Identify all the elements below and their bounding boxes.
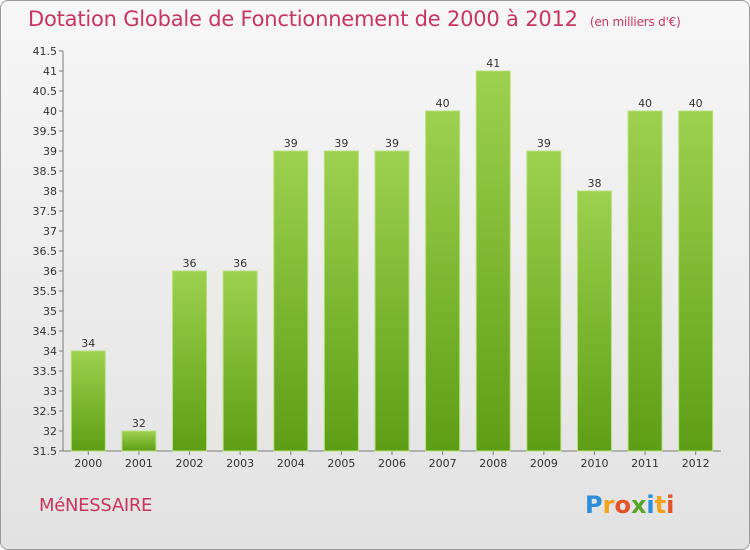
bar-value-label: 40: [689, 97, 703, 110]
y-tick-label: 39: [43, 145, 57, 158]
bar-value-label: 32: [132, 417, 146, 430]
bar: [526, 150, 562, 452]
y-tick-label: 37: [43, 225, 57, 238]
bars: 34 32 36 36 39 39 39 40 41 39 38 40 40: [70, 57, 714, 452]
x-axis: 2000 2001 2002 2003 2004 2005 2006 2007 2008 2009…: [63, 450, 721, 470]
bar: [475, 70, 511, 452]
bar: [374, 150, 410, 452]
y-tick-label: 41: [43, 65, 57, 78]
y-tick-label: 33: [43, 385, 57, 398]
y-tick-label: 40.5: [33, 85, 58, 98]
y-tick-label: 32.5: [33, 405, 58, 418]
bar: [273, 150, 309, 452]
logo-letter: i: [646, 491, 655, 519]
x-tick-label: 2002: [176, 457, 204, 470]
bar: [121, 430, 157, 452]
logo-letter: i: [666, 491, 675, 519]
proxiti-logo[interactable]: Proxiti: [585, 491, 674, 519]
x-tick-label: 2004: [277, 457, 305, 470]
x-tick-label: 2008: [479, 457, 507, 470]
bar: [576, 190, 612, 452]
bar-value-label: 34: [81, 337, 95, 350]
bar-value-label: 38: [587, 177, 601, 190]
bar-value-label: 39: [334, 137, 348, 150]
chart-title: Dotation Globale de Fonctionnement de 20…: [28, 7, 681, 31]
x-tick-label: 2001: [125, 457, 153, 470]
x-tick-label: 2012: [682, 457, 710, 470]
y-tick-label: 36: [43, 265, 57, 278]
y-tick-label: 40: [43, 105, 57, 118]
logo-letter: r: [602, 491, 615, 519]
x-tick-label: 2000: [74, 457, 102, 470]
bar-value-label: 36: [183, 257, 197, 270]
y-tick-label: 36.5: [33, 245, 58, 258]
logo-letter: o: [614, 491, 631, 519]
y-tick-label: 35: [43, 305, 57, 318]
bar: [627, 110, 663, 452]
y-tick-label: 33.5: [33, 365, 58, 378]
bar: [70, 350, 106, 452]
logo-letter: t: [654, 491, 667, 519]
y-axis: 31.5 32 32.5 33 33.5 34 34.5 35 35.5 36 36.5 37 37.5…: [33, 45, 64, 458]
bar-value-label: 40: [638, 97, 652, 110]
bar: [222, 270, 258, 452]
y-tick-label: 39.5: [33, 125, 58, 138]
bar: [678, 110, 714, 452]
y-tick-label: 35.5: [33, 285, 58, 298]
y-tick-label: 38.5: [33, 165, 58, 178]
x-tick-label: 2003: [226, 457, 254, 470]
bar-value-label: 41: [486, 57, 500, 70]
y-tick-label: 31.5: [33, 445, 58, 458]
x-tick-label: 2011: [631, 457, 659, 470]
chart-unit-note: (en milliers d'€): [589, 15, 681, 29]
bar: [172, 270, 208, 452]
bar-value-label: 40: [436, 97, 450, 110]
bar-value-label: 39: [284, 137, 298, 150]
bar-value-label: 39: [537, 137, 551, 150]
y-tick-label: 32: [43, 425, 57, 438]
x-tick-label: 2006: [378, 457, 406, 470]
x-tick-label: 2010: [580, 457, 608, 470]
y-tick-label: 37.5: [33, 205, 58, 218]
x-tick-label: 2009: [530, 457, 558, 470]
x-tick-label: 2007: [429, 457, 457, 470]
y-tick-label: 34: [43, 345, 57, 358]
bar-value-label: 36: [233, 257, 247, 270]
logo-letter: P: [585, 491, 603, 519]
x-tick-label: 2005: [327, 457, 355, 470]
bar-value-label: 39: [385, 137, 399, 150]
bar: [323, 150, 359, 452]
y-tick-label: 41.5: [33, 45, 58, 58]
chart-title-text: Dotation Globale de Fonctionnement de 20…: [28, 7, 578, 31]
logo-letter: x: [630, 491, 647, 519]
y-tick-label: 38: [43, 185, 57, 198]
bar: [425, 110, 461, 452]
y-tick-label: 34.5: [33, 325, 58, 338]
commune-name: MéNESSAIRE: [39, 495, 153, 516]
